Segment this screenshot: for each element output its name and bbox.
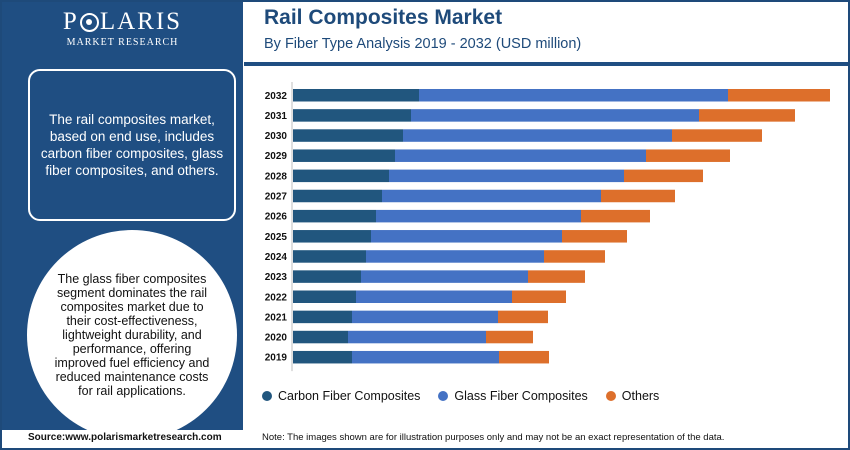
bar-2021-glass: [352, 310, 498, 324]
bar-2022-glass: [356, 290, 512, 303]
bar-2023-others: [528, 270, 585, 283]
bar-2026-others: [581, 209, 650, 223]
y-tick-label-2029: 2029: [265, 151, 288, 162]
y-tick-label-2026: 2026: [265, 212, 288, 223]
polaris-logo: P LARIS MARKET RESEARCH: [2, 8, 243, 48]
legend-item-glass: Glass Fiber Composites: [438, 389, 588, 403]
bar-2027-carbon: [293, 189, 382, 203]
logo-tagline: MARKET RESEARCH: [66, 37, 179, 48]
bar-2021-others: [498, 310, 548, 324]
legend-item-others: Others: [605, 389, 660, 403]
bar-2027-glass: [382, 189, 601, 203]
legend-label-glass: Glass Fiber Composites: [454, 389, 588, 403]
y-tick-label-2028: 2028: [265, 171, 288, 182]
y-tick-label-2021: 2021: [265, 312, 288, 323]
bar-2024-carbon: [293, 250, 366, 263]
disclaimer-note: Note: The images shown are for illustrat…: [262, 432, 725, 443]
legend-swatch-glass: [438, 391, 449, 401]
bar-2022-others: [512, 290, 566, 303]
bar-2031-glass: [411, 109, 699, 122]
title-divider: [244, 62, 848, 66]
bar-2028-others: [624, 169, 703, 183]
bar-2026-glass: [376, 209, 581, 223]
y-tick-label-2024: 2024: [265, 252, 288, 263]
legend-swatch-others: [605, 391, 616, 401]
bar-2019-carbon: [293, 350, 352, 364]
legend-item-carbon: Carbon Fiber Composites: [262, 389, 420, 403]
bar-2027-others: [601, 189, 675, 203]
market-description-box: The rail composites market, based on end…: [28, 69, 236, 221]
bar-2030-others: [672, 129, 762, 142]
bar-2031-others: [699, 109, 795, 122]
chart-subtitle: By Fiber Type Analysis 2019 - 2032 (USD …: [264, 36, 582, 52]
bar-2023-carbon: [293, 270, 361, 283]
stacked-bar-chart: 2032 2031 2030 2029 2028 2027 2026 2025 2024 2023…: [265, 82, 830, 372]
bar-2025-glass: [371, 230, 562, 243]
logo-letters-rest: LARIS: [99, 8, 183, 35]
bar-2021-carbon: [293, 310, 352, 324]
y-tick-label-2027: 2027: [265, 192, 288, 203]
legend-swatch-carbon: [262, 391, 272, 401]
y-tick-label-2025: 2025: [265, 232, 288, 243]
bar-2030-glass: [403, 129, 672, 142]
bar-2030-carbon: [293, 129, 403, 142]
bar-2019-glass: [352, 350, 499, 364]
y-tick-label-2019: 2019: [265, 353, 288, 364]
segment-insight-circle: The glass fiber composites segment domin…: [27, 230, 237, 440]
bar-2031-carbon: [293, 109, 411, 122]
segment-insight-text: The glass fiber composites segment domin…: [54, 272, 210, 398]
legend-label-others: Others: [621, 389, 660, 403]
bar-2023-glass: [361, 270, 528, 283]
market-description-text: The rail composites market, based on end…: [40, 112, 224, 178]
logo-letter-p: P: [62, 8, 79, 35]
chart-legend: Carbon Fiber Composites Glass Fiber Comp…: [262, 389, 677, 403]
bar-2029-carbon: [293, 149, 395, 162]
chart-title: Rail Composites Market: [264, 6, 503, 29]
bar-2024-others: [544, 250, 605, 263]
bar-2025-others: [562, 230, 627, 243]
bar-2024-glass: [366, 250, 544, 263]
bar-2020-glass: [348, 330, 486, 344]
bar-2029-glass: [395, 149, 646, 162]
y-tick-label-2020: 2020: [265, 333, 288, 344]
bar-2032-others: [728, 89, 830, 102]
left-panel: P LARIS MARKET RESEARCH The rail composit…: [2, 2, 243, 440]
bar-2025-carbon: [293, 230, 371, 243]
bar-2022-carbon: [293, 290, 356, 303]
y-tick-label-2023: 2023: [265, 272, 288, 283]
bar-2028-glass: [389, 169, 624, 183]
bar-2020-carbon: [293, 330, 348, 344]
logo-o-icon: [79, 12, 99, 32]
y-tick-label-2022: 2022: [265, 292, 288, 303]
logo-wordmark: P LARIS: [63, 8, 182, 36]
y-tick-label-2032: 2032: [265, 91, 288, 102]
source-text: Source:www.polarismarketresearch.com: [28, 432, 222, 443]
bar-2032-glass: [419, 89, 728, 102]
y-tick-label-2030: 2030: [265, 131, 288, 142]
legend-label-carbon: Carbon Fiber Composites: [278, 389, 421, 403]
bar-2028-carbon: [293, 169, 389, 183]
bar-2026-carbon: [293, 209, 376, 223]
bar-2020-others: [486, 330, 533, 344]
bar-2019-others: [499, 350, 549, 364]
y-tick-label-2031: 2031: [265, 111, 288, 122]
bar-2029-others: [646, 149, 730, 162]
bar-2032-carbon: [293, 89, 419, 102]
